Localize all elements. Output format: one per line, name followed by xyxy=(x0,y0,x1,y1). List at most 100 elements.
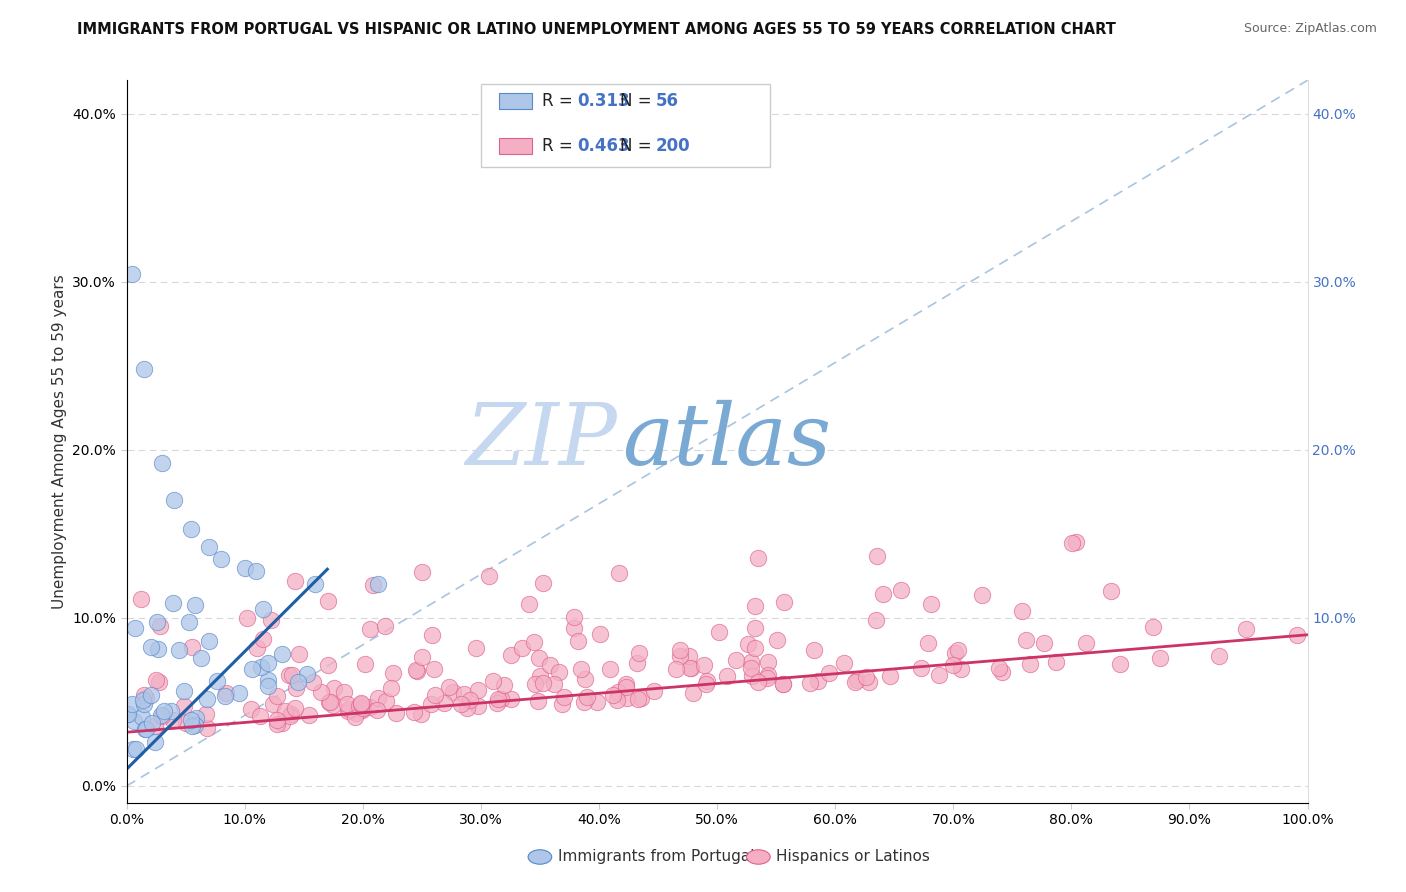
Point xyxy=(374,693,396,707)
Point xyxy=(150,708,173,723)
Point xyxy=(517,597,540,611)
Point xyxy=(665,662,688,676)
Point xyxy=(174,715,197,730)
Point xyxy=(173,684,195,698)
Point xyxy=(384,706,406,720)
Point xyxy=(562,621,585,635)
Point xyxy=(132,689,155,703)
Text: Immigrants from Portugal: Immigrants from Portugal xyxy=(558,849,754,864)
Text: Source: ZipAtlas.com: Source: ZipAtlas.com xyxy=(1244,22,1378,36)
Point xyxy=(586,694,609,708)
Point xyxy=(318,695,340,709)
Point xyxy=(249,709,271,723)
Point xyxy=(141,715,163,730)
Circle shape xyxy=(529,850,551,864)
Point xyxy=(115,706,138,721)
Point xyxy=(1234,622,1257,636)
Point xyxy=(135,691,157,706)
Point xyxy=(419,697,441,711)
Point xyxy=(287,675,309,690)
Point xyxy=(337,702,360,716)
Point xyxy=(599,663,621,677)
Point xyxy=(991,665,1014,679)
Point xyxy=(614,676,637,690)
Point xyxy=(283,701,305,715)
Point xyxy=(910,661,932,675)
Point xyxy=(543,677,565,691)
Point xyxy=(818,665,841,680)
Point xyxy=(184,711,207,725)
Point xyxy=(756,671,779,685)
Point xyxy=(319,695,342,709)
Point xyxy=(920,597,942,611)
Point xyxy=(1109,657,1132,671)
Point xyxy=(602,688,624,702)
Point xyxy=(872,587,894,601)
Text: 200: 200 xyxy=(655,137,690,155)
Point xyxy=(772,677,794,691)
Point xyxy=(716,669,738,683)
Point xyxy=(567,633,589,648)
Point xyxy=(153,705,176,719)
Point xyxy=(423,663,446,677)
FancyBboxPatch shape xyxy=(499,138,531,154)
Point xyxy=(970,588,993,602)
Point xyxy=(453,687,475,701)
Point xyxy=(359,622,381,636)
Point xyxy=(162,596,184,610)
Point xyxy=(205,674,228,689)
Text: 0.313: 0.313 xyxy=(578,92,630,111)
Point xyxy=(737,637,759,651)
Point xyxy=(131,710,153,724)
Point xyxy=(439,680,461,694)
Point xyxy=(766,632,789,647)
Point xyxy=(411,650,433,665)
Point xyxy=(406,665,429,679)
Point xyxy=(531,675,554,690)
Point xyxy=(695,677,717,691)
Point xyxy=(499,648,522,662)
Point xyxy=(278,709,301,723)
Point xyxy=(131,693,153,707)
Point xyxy=(145,615,167,630)
Point xyxy=(538,657,561,672)
Point xyxy=(270,715,292,730)
Circle shape xyxy=(747,850,770,864)
Point xyxy=(270,647,292,661)
Point xyxy=(318,657,340,672)
Point xyxy=(295,666,318,681)
Point xyxy=(682,686,704,700)
Point xyxy=(195,692,218,706)
Point xyxy=(707,624,730,639)
Point xyxy=(529,669,551,683)
Point xyxy=(347,698,370,713)
Text: R =: R = xyxy=(543,137,578,155)
Point xyxy=(606,693,628,707)
Point xyxy=(245,564,267,578)
Point xyxy=(724,653,747,667)
Y-axis label: Unemployment Among Ages 55 to 59 years: Unemployment Among Ages 55 to 59 years xyxy=(52,274,66,609)
Point xyxy=(336,698,359,712)
Point xyxy=(574,672,596,686)
Point xyxy=(832,656,855,670)
Point xyxy=(478,568,501,582)
Point xyxy=(239,702,262,716)
Point xyxy=(1045,656,1067,670)
Point xyxy=(607,566,630,580)
Point xyxy=(942,658,965,673)
Point xyxy=(198,541,221,555)
Point xyxy=(630,691,652,706)
Point xyxy=(890,582,912,597)
Text: IMMIGRANTS FROM PORTUGAL VS HISPANIC OR LATINO UNEMPLOYMENT AMONG AGES 55 TO 59 : IMMIGRANTS FROM PORTUGAL VS HISPANIC OR … xyxy=(77,22,1116,37)
Point xyxy=(184,598,207,612)
Point xyxy=(336,704,359,718)
Point xyxy=(879,669,901,683)
Point xyxy=(284,574,307,588)
Point xyxy=(772,677,794,691)
Point xyxy=(309,685,332,699)
Point xyxy=(159,704,181,718)
Point xyxy=(411,565,433,579)
Point xyxy=(1099,583,1122,598)
Point xyxy=(548,665,571,679)
Point xyxy=(1066,535,1088,549)
